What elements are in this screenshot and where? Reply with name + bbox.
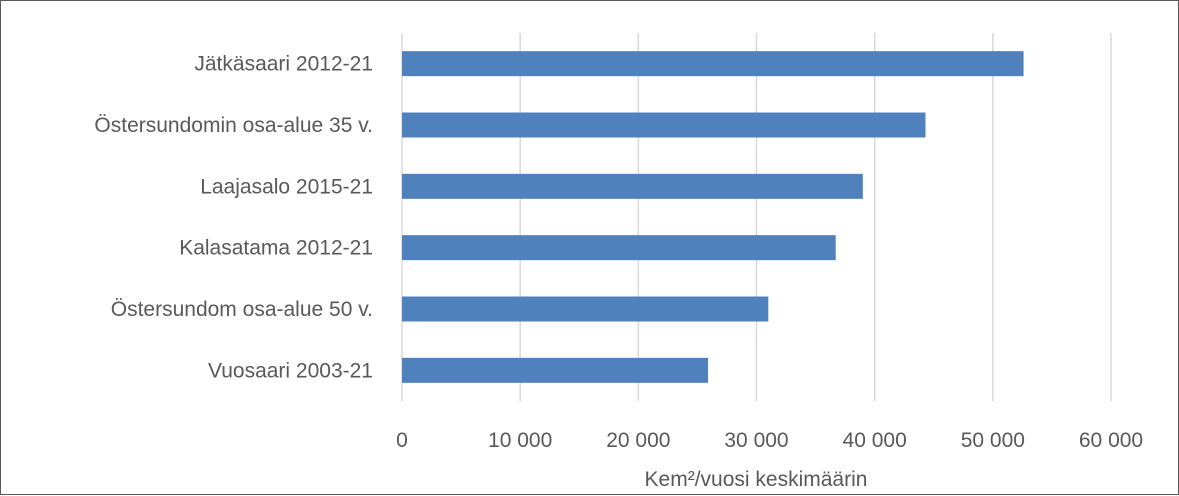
category-label: Jätkäsaari 2012-21 [194,53,373,76]
x-tick-label: 40 000 [843,429,907,452]
bar [402,235,836,261]
category-label: Laajasalo 2015-21 [200,175,373,198]
x-tick-label: 0 [396,429,408,452]
x-tick-label: 20 000 [606,429,670,452]
category-label: Östersundom osa-alue 50 v. [111,298,373,321]
bar [402,296,769,322]
x-tick-label: 60 000 [1079,429,1143,452]
x-tick-label: 30 000 [724,429,788,452]
bar [402,173,863,199]
category-label: Kalasatama 2012-21 [179,237,373,260]
category-labels: Jätkäsaari 2012-21 Östersundomin osa-alue… [94,53,373,383]
bar [402,357,709,383]
x-tick-labels: 0 10 000 20 000 30 000 40 000 50 000 60 000 [396,429,1143,452]
bar [402,51,1024,77]
category-label: Östersundomin osa-alue 35 v. [94,114,373,137]
x-tick-label: 10 000 [488,429,552,452]
bar [402,112,926,138]
gridlines [401,33,1112,401]
category-label: Vuosaari 2003-21 [208,359,373,382]
x-tick-label: 50 000 [961,429,1025,452]
bars [402,51,1024,383]
x-axis-title: Kem²/vuosi keskimäärin [645,468,868,491]
